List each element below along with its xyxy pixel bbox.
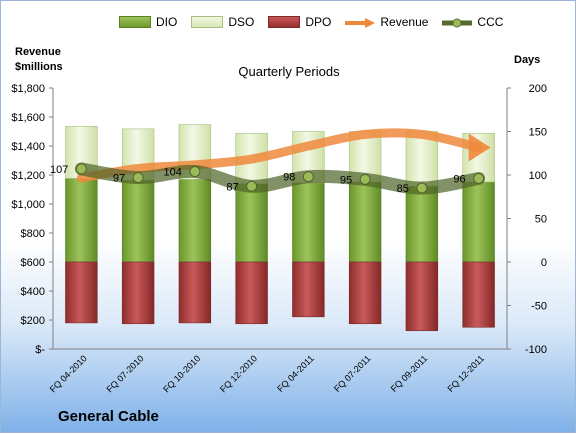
legend-swatch-dpo (268, 16, 301, 28)
legend-item-dso: DSO (191, 15, 254, 29)
dpo-bar (292, 261, 325, 318)
right-axis-title: Days (514, 54, 541, 66)
dpo-bar (462, 261, 495, 328)
revenue-line (76, 128, 484, 183)
revenue-arrowhead (468, 133, 491, 162)
right-tick-label: -50 (531, 301, 547, 313)
dio-bar (178, 179, 212, 263)
dio-bar (405, 186, 439, 263)
chart-title: Quarterly Periods (238, 64, 340, 79)
ccc-point (416, 182, 428, 194)
dpo-bar (121, 261, 155, 325)
right-tick-label: 50 (535, 214, 547, 226)
ccc-point (302, 171, 314, 183)
dpo-bar (348, 261, 382, 325)
ccc-data-label: 87 (226, 181, 238, 193)
left-tick-label: $1,800 (11, 83, 45, 95)
dio-bar (121, 179, 155, 263)
left-tick-label: $1,000 (11, 199, 45, 211)
category-label: FQ 12-2011 (445, 353, 486, 394)
dio-bar (65, 178, 98, 263)
category-label: FQ 07-2010 (105, 353, 146, 394)
category-label: FQ 09-2011 (389, 353, 430, 394)
legend-label-revenue: Revenue (380, 15, 429, 29)
right-tick-label: 100 (529, 170, 547, 182)
right-tick-label: -100 (525, 344, 547, 356)
legend-label-dio: DIO (156, 15, 178, 29)
ccc-data-label: 98 (283, 172, 295, 184)
legend-swatch-ccc (442, 17, 473, 28)
legend-swatch-dso (191, 16, 224, 28)
right-tick-label: 200 (529, 83, 547, 95)
ccc-point (246, 180, 258, 192)
legend: DIO DSO DPO Revenue CCC (119, 15, 517, 29)
legend-swatch-revenue (345, 17, 376, 28)
dpo-bar (235, 261, 268, 325)
dpo-bar (178, 261, 212, 324)
category-label: FQ 12-2010 (218, 353, 259, 394)
ccc-data-label: 104 (164, 167, 182, 179)
category-label: FQ 04-2010 (48, 353, 89, 394)
ccc-data-label: 96 (453, 173, 465, 185)
dio-bar (292, 182, 325, 263)
dio-bar (462, 181, 495, 263)
right-tick-label: 150 (529, 127, 547, 139)
ccc-point (189, 166, 201, 178)
category-label: FQ 04-2011 (275, 353, 316, 394)
legend-label-dso: DSO (228, 15, 255, 29)
left-tick-label: $600 (21, 257, 45, 269)
legend-label-dpo: DPO (305, 15, 332, 29)
dio-bar (348, 181, 382, 263)
legend-swatch-dio (119, 16, 151, 28)
category-label: FQ 07-2011 (332, 353, 373, 394)
ccc-point (75, 163, 87, 175)
category-label: FQ 10-2010 (161, 353, 202, 394)
ccc-point (132, 172, 144, 184)
right-tick-label: 0 (541, 257, 547, 269)
ccc-data-label: 85 (397, 183, 409, 195)
left-tick-label: $400 (21, 286, 45, 298)
ccc-data-label: 107 (50, 164, 68, 176)
left-tick-label: $- (35, 344, 45, 356)
left-tick-label: $1,600 (11, 112, 45, 124)
left-tick-label: $200 (21, 315, 45, 327)
left-tick-label: $1,400 (11, 141, 45, 153)
ccc-data-label: 95 (340, 174, 352, 186)
dio-bar (235, 183, 268, 263)
ccc-point (359, 173, 371, 185)
ccc-point (473, 172, 485, 184)
left-axis-title: Revenue $millions (15, 46, 63, 73)
legend-item-dpo: DPO (268, 15, 331, 29)
legend-label-ccc: CCC (477, 15, 504, 29)
legend-item-ccc: CCC (442, 15, 503, 29)
legend-item-dio: DIO (119, 15, 177, 29)
company-name: General Cable (58, 408, 159, 425)
dpo-bar (405, 261, 439, 332)
legend-item-revenue: Revenue (345, 15, 428, 29)
ccc-data-label: 97 (113, 173, 125, 185)
left-tick-label: $800 (21, 228, 45, 240)
dpo-bar (65, 261, 98, 324)
left-tick-label: $1,200 (11, 170, 45, 182)
